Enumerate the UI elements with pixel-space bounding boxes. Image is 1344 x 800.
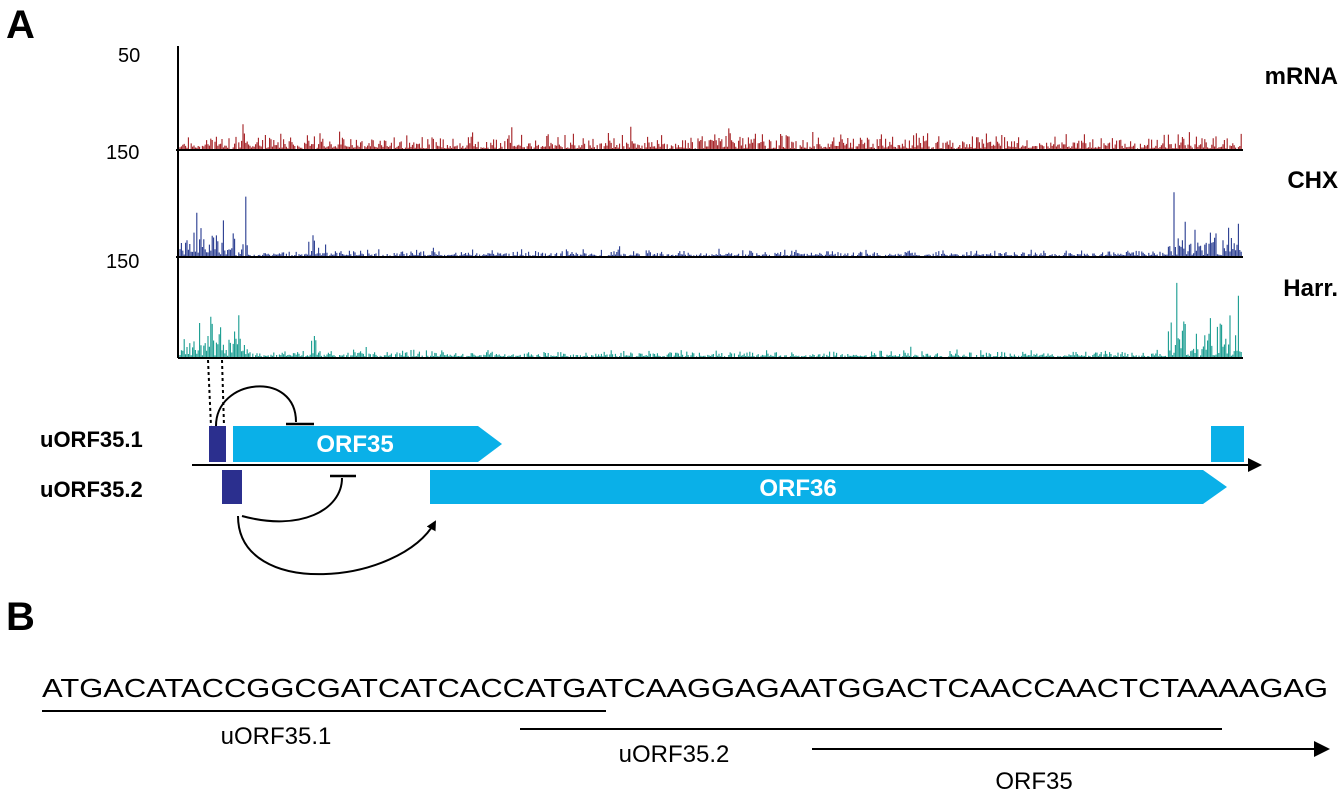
inhibition-arc-orf35-from-uorf2 — [241, 477, 343, 523]
genome-axis-arrowhead — [1248, 458, 1262, 472]
orf-block-right — [1211, 426, 1244, 462]
uorf35-2-block — [222, 470, 242, 504]
panel-label-b: B — [6, 595, 35, 639]
seq-uorf35-1-label: uORF35.1 — [221, 723, 332, 750]
mrna-track-bars — [179, 124, 1242, 149]
nucleotide-sequence: ATGACATACCGGCGATCATCACCATGATCAAGGAGAATGG… — [42, 673, 1328, 703]
track-axes — [176, 46, 1243, 359]
uorf35-2-label: uORF35.2 — [40, 477, 143, 502]
scale-label-chx: 150 — [106, 142, 139, 164]
orf35-box-label: ORF35 — [316, 431, 393, 458]
dotted-guide-uorf2 — [221, 359, 225, 427]
orf35-arrow — [233, 426, 502, 462]
dotted-guide-uorf1 — [207, 359, 212, 427]
panel-label-a: A — [6, 3, 35, 47]
uorf35-1-block — [209, 426, 226, 462]
scale-label-harr: 150 — [106, 251, 139, 273]
orf36-arrow — [430, 470, 1227, 504]
orf36-box-label: ORF36 — [759, 475, 836, 502]
seq-uorf35-2-label: uORF35.2 — [619, 741, 730, 768]
track-name-harr: Harr. — [1283, 275, 1338, 302]
activation-arrow-orf36 — [237, 515, 436, 576]
uorf35-1-label: uORF35.1 — [40, 427, 143, 452]
scale-label-mrna: 50 — [118, 45, 140, 67]
chx-track-bars — [179, 192, 1242, 256]
orf35-span-arrowhead — [1314, 741, 1330, 757]
harr-track-bars — [179, 282, 1242, 357]
track-name-chx: CHX — [1287, 167, 1338, 194]
seq-orf35-label: ORF35 — [995, 768, 1072, 795]
track-name-mrna: mRNA — [1265, 63, 1338, 90]
inhibition-arc-orf35 — [215, 385, 297, 427]
